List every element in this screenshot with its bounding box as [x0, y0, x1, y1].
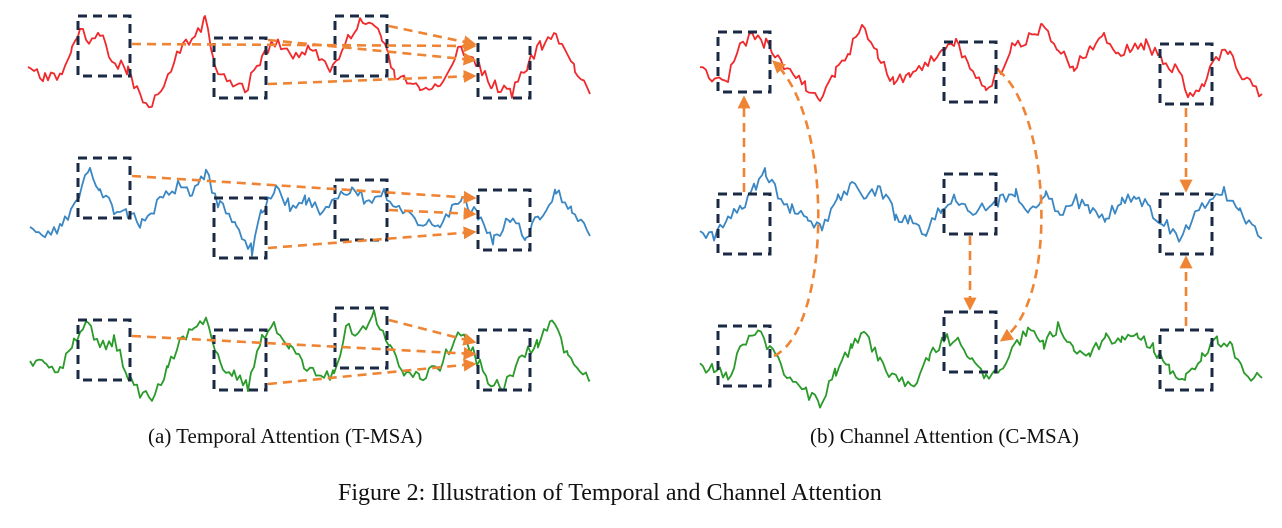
attention-arrow — [388, 318, 477, 346]
window-box — [476, 188, 532, 252]
subfigure-a-caption: (a) Temporal Attention (T-MSA) — [148, 424, 423, 448]
window-boxes-a — [76, 14, 532, 392]
series-lines-b — [699, 23, 1263, 409]
window-box — [476, 328, 532, 392]
green-series-line — [699, 321, 1263, 409]
window-box — [942, 172, 998, 236]
window-box — [716, 324, 772, 388]
blue-series-line — [29, 166, 591, 257]
attention-arrow — [131, 39, 477, 53]
red-series-line — [27, 15, 591, 109]
panel-temporal-attention — [27, 14, 591, 402]
attention-arrows-a — [131, 24, 477, 386]
window-box — [1158, 328, 1214, 392]
window-box — [716, 192, 772, 256]
attention-arrow-curved — [772, 60, 820, 358]
blue-series-line — [699, 167, 1263, 243]
green-series-line — [29, 309, 591, 402]
attention-arrow — [131, 174, 477, 204]
window-box — [1158, 192, 1214, 256]
window-box — [333, 306, 389, 370]
attention-arrow — [388, 24, 477, 49]
window-box — [1158, 42, 1214, 106]
subfigure-b-caption: (b) Channel Attention (C-MSA) — [810, 424, 1079, 448]
attention-arrow-curved — [997, 68, 1043, 342]
figure-caption: Figure 2: Illustration of Temporal and C… — [338, 480, 882, 506]
window-box — [212, 328, 268, 392]
panel-channel-attention — [699, 23, 1263, 409]
attention-arrow — [267, 358, 477, 386]
window-box — [76, 318, 132, 382]
window-box — [942, 310, 998, 374]
window-box — [476, 36, 532, 100]
attention-arrow — [267, 69, 477, 86]
window-box — [76, 14, 132, 78]
red-series-line — [699, 23, 1263, 102]
window-box — [212, 36, 268, 100]
window-box — [942, 40, 998, 104]
attention-arrows-b — [737, 60, 1193, 358]
series-lines-a — [27, 15, 591, 402]
window-boxes-b — [716, 30, 1214, 392]
attention-arrow — [131, 334, 477, 360]
window-box — [76, 156, 132, 220]
attention-arrow — [267, 38, 477, 66]
attention-arrow — [267, 226, 477, 250]
window-box — [212, 196, 268, 260]
window-box — [716, 30, 772, 94]
